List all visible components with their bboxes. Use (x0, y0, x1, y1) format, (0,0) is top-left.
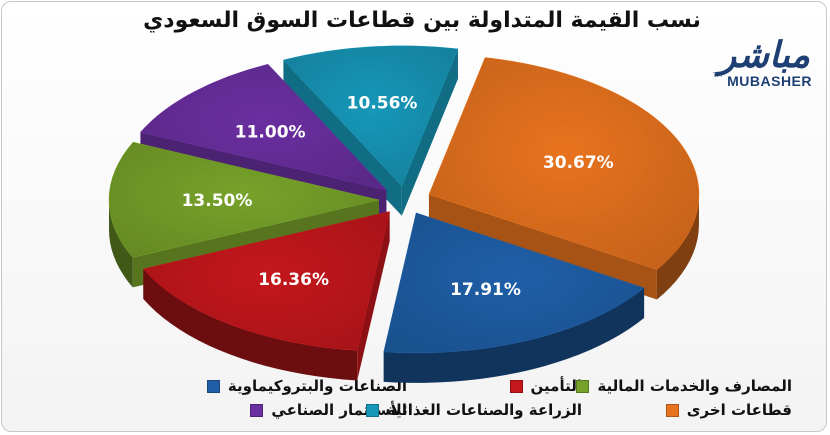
pie-slice (139, 63, 388, 191)
pie-slice-rim (656, 194, 699, 300)
pie-slice-label: 16.36% (258, 270, 329, 290)
pie-slice-label: 10.56% (347, 93, 418, 113)
legend-label: المصارف والخدمات المالية (597, 377, 792, 395)
pie-slice-rim (383, 287, 645, 383)
pie-slice-label: 13.50% (182, 191, 253, 211)
legend-swatch (250, 403, 264, 417)
chart-legend: الصناعات والبتروكيماوية التأمين المصارف … (32, 377, 792, 425)
legend-swatch (509, 379, 523, 393)
legend-swatch (365, 403, 379, 417)
legend-label: قطاعات اخرى (686, 401, 792, 419)
pie-slice (428, 57, 700, 270)
pie-slice (383, 212, 645, 354)
legend-item-other-sectors: قطاعات اخرى (665, 401, 792, 419)
pie-slice (142, 211, 390, 351)
pie-slice-rim (143, 268, 358, 381)
pie-tops (108, 45, 700, 354)
logo-arabic: مباشر (718, 34, 810, 76)
legend-swatch (576, 379, 590, 393)
pie-slice-label: 30.67% (543, 153, 614, 173)
legend-item-banks: المصارف والخدمات المالية (576, 377, 792, 395)
mubasher-logo: مباشر TM MUBASHER (713, 34, 818, 95)
legend-item-insurance: التأمين (509, 377, 582, 395)
logo-tm: TM (713, 72, 722, 79)
pie-slice-label: 17.91% (450, 280, 521, 300)
chart-title: نسب القيمة المتداولة بين قطاعات السوق ال… (143, 8, 701, 33)
logo-english: MUBASHER (727, 73, 812, 89)
pie-slice-wall (357, 211, 390, 381)
legend-swatch (665, 403, 679, 417)
pie-slice (108, 141, 380, 258)
legend-label: التأمين (530, 377, 582, 395)
pie-labels: 30.67% 17.91% 16.36% 13.50% 11.00% 10.56% (182, 93, 614, 299)
pie-slice (282, 45, 459, 187)
legend-label: الصناعات والبتروكيماوية (227, 377, 407, 395)
legend-label: الزراعة والصناعات الغذائية (386, 401, 582, 419)
pie-slice-label: 11.00% (235, 122, 306, 142)
legend-item-petrochemical: الصناعات والبتروكيماوية (206, 377, 407, 395)
legend-swatch (206, 379, 220, 393)
legend-item-agriculture-food: الزراعة والصناعات الغذائية (365, 401, 582, 419)
pie-slice-wall (401, 48, 458, 216)
pie-slice-rim (109, 199, 133, 288)
